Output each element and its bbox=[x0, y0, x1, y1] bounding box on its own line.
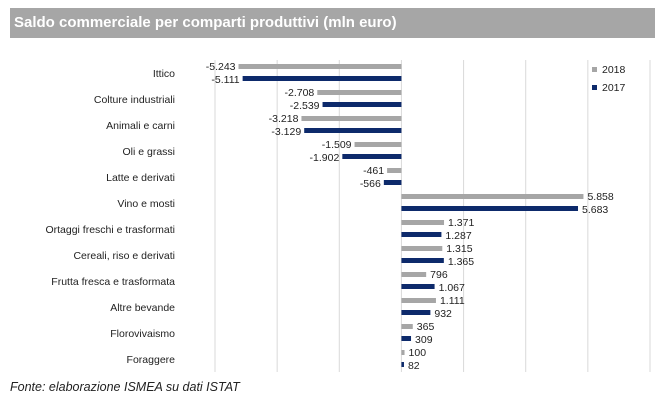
category-label: Colture industriali bbox=[94, 94, 175, 106]
category-label: Vino e mosti bbox=[117, 198, 175, 210]
category-label: Ortaggi freschi e trasformati bbox=[45, 224, 175, 236]
bar-2017 bbox=[383, 180, 402, 185]
bar-2017 bbox=[401, 336, 412, 341]
bar-2018 bbox=[401, 324, 413, 329]
category-label: Latte e derivati bbox=[106, 172, 175, 184]
category-label: Foraggere bbox=[127, 354, 176, 366]
data-label-2018: -3.218 bbox=[269, 113, 299, 125]
bar-2018 bbox=[401, 220, 445, 225]
data-label-2017: 82 bbox=[408, 360, 420, 372]
bar-2017 bbox=[401, 362, 404, 367]
bar-2017 bbox=[401, 310, 431, 315]
bar-2017 bbox=[401, 284, 435, 289]
category-label: Animali e carni bbox=[106, 120, 175, 132]
bar-2017 bbox=[322, 102, 402, 107]
legend-label: 2017 bbox=[602, 82, 626, 94]
bar-2018 bbox=[317, 90, 402, 95]
data-label-2017: 1.287 bbox=[445, 230, 471, 242]
source-note: Fonte: elaborazione ISMEA su dati ISTAT bbox=[10, 380, 240, 394]
category-label: Cereali, riso e derivati bbox=[73, 250, 175, 262]
bar-2017 bbox=[342, 154, 402, 159]
category-label: Altre bevande bbox=[110, 302, 175, 314]
data-label-2018: 365 bbox=[417, 321, 435, 333]
bar-2018 bbox=[401, 298, 436, 303]
category-label: Florovivaismo bbox=[110, 328, 175, 340]
legend-label: 2018 bbox=[602, 64, 626, 76]
bar-2018 bbox=[238, 64, 402, 69]
bar-2018 bbox=[354, 142, 402, 147]
data-label-2017: 932 bbox=[434, 308, 452, 320]
bar-chart: Ittico -5.243-5.111 Colture industriali -2.… bbox=[45, 60, 651, 372]
category-label: Ittico bbox=[153, 68, 175, 80]
data-label-2018: 1.371 bbox=[448, 217, 474, 229]
bar-2018 bbox=[401, 272, 427, 277]
bar-2017 bbox=[401, 232, 442, 237]
bar-2017 bbox=[242, 76, 402, 81]
data-label-2018: 1.111 bbox=[440, 295, 465, 307]
legend-swatch-2018 bbox=[592, 67, 597, 72]
data-label-2018: 796 bbox=[430, 269, 448, 281]
category-label: Oli e grassi bbox=[122, 146, 175, 158]
data-label-2018: -5.243 bbox=[206, 61, 236, 73]
data-label-2017: 309 bbox=[415, 334, 433, 346]
bar-2017 bbox=[304, 128, 402, 133]
data-label-2018: -461 bbox=[363, 165, 384, 177]
legend-swatch-2017 bbox=[592, 85, 597, 90]
data-label-2017: 1.067 bbox=[439, 282, 465, 294]
data-label-2017: -1.902 bbox=[310, 152, 340, 164]
data-label-2018: -1.509 bbox=[322, 139, 352, 151]
data-label-2017: -566 bbox=[360, 178, 381, 190]
data-label-2017: -5.111 bbox=[211, 74, 239, 86]
bar-2018 bbox=[301, 116, 402, 121]
bar-2017 bbox=[401, 206, 579, 211]
bar-2017 bbox=[401, 258, 444, 263]
bar-2018 bbox=[401, 246, 443, 251]
bar-2018 bbox=[401, 350, 405, 355]
data-label-2018: 1.315 bbox=[446, 243, 472, 255]
data-label-2017: 1.365 bbox=[448, 256, 474, 268]
data-label-2018: -2.708 bbox=[285, 87, 315, 99]
data-label-2018: 100 bbox=[409, 347, 427, 359]
data-label-2017: -3.129 bbox=[271, 126, 301, 138]
bar-2018 bbox=[387, 168, 402, 173]
bar-2018 bbox=[401, 194, 584, 199]
data-label-2018: 5.858 bbox=[587, 191, 613, 203]
data-label-2017: -2.539 bbox=[290, 100, 320, 112]
category-label: Frutta fresca e trasformata bbox=[51, 276, 175, 288]
data-label-2017: 5.683 bbox=[582, 204, 608, 216]
chart-title: Saldo commerciale per comparti produttiv… bbox=[10, 8, 655, 38]
